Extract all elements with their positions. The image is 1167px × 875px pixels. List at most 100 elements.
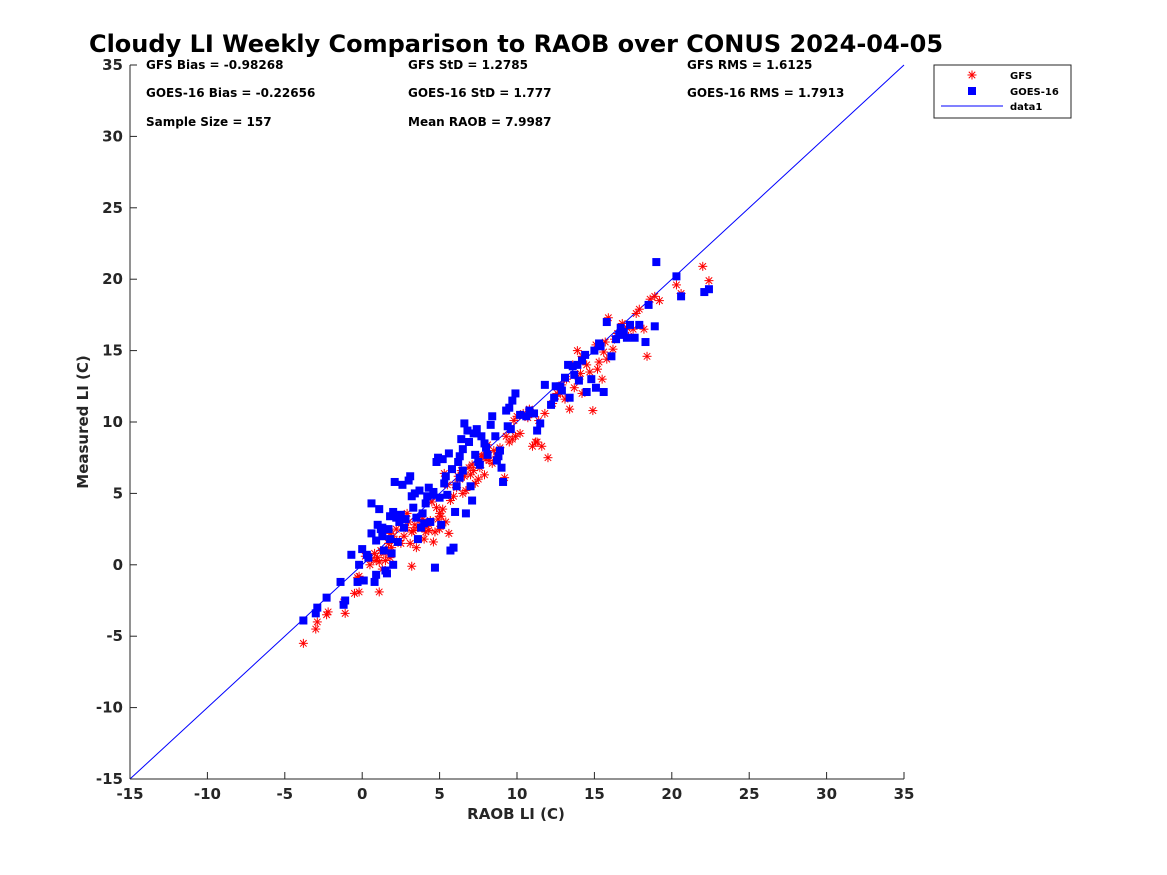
goes16-point xyxy=(477,432,486,441)
goes16-point xyxy=(591,383,600,392)
stat-annotation: GOES-16 StD = 1.777 xyxy=(408,86,551,100)
gfs-point xyxy=(399,531,409,541)
goes16-point xyxy=(359,576,368,585)
goes16-point xyxy=(704,285,713,294)
goes16-point xyxy=(499,477,508,486)
legend-gfs-marker xyxy=(967,70,977,80)
goes16-point xyxy=(652,258,661,267)
goes16-point xyxy=(495,446,504,455)
goes16-point xyxy=(432,457,441,466)
goes16-point xyxy=(458,445,467,454)
y-tick-label: 0 xyxy=(113,556,123,574)
goes16-point xyxy=(505,403,514,412)
goes16-point xyxy=(522,412,531,421)
goes16-point xyxy=(417,523,426,532)
goes16-point xyxy=(581,350,590,359)
gfs-point xyxy=(405,538,415,548)
goes16-point xyxy=(355,560,364,569)
goes16-point xyxy=(311,609,320,618)
goes16-point xyxy=(375,505,384,514)
legend-items: GFS GOES-16 data1 xyxy=(941,70,1059,113)
goes16-point xyxy=(491,432,500,441)
gfs-point xyxy=(608,344,618,354)
goes16-point xyxy=(367,529,376,538)
goes16-point xyxy=(461,509,470,518)
gfs-point xyxy=(340,608,350,618)
goes16-point xyxy=(596,342,605,351)
goes16-point xyxy=(615,330,624,339)
gfs-point xyxy=(411,543,421,553)
goes16-point xyxy=(508,396,517,405)
gfs-point xyxy=(510,431,520,441)
gfs-point xyxy=(311,624,321,634)
chart-title: Cloudy LI Weekly Comparison to RAOB over… xyxy=(89,30,943,58)
x-tick-label: 5 xyxy=(434,785,444,803)
goes16-point xyxy=(516,410,525,419)
y-tick-label: 30 xyxy=(102,127,123,145)
stat-annotation: GOES-16 Bias = -0.22656 xyxy=(146,86,315,100)
goes16-point xyxy=(536,419,545,428)
goes16-point xyxy=(435,493,444,502)
stat-annotation: GFS RMS = 1.6125 xyxy=(687,58,812,72)
goes16-point xyxy=(423,492,432,501)
goes16-point xyxy=(452,482,461,491)
goes16-point xyxy=(392,513,401,522)
y-tick-label: 10 xyxy=(102,413,123,431)
goes16-point xyxy=(322,593,331,602)
stat-annotation: GOES-16 RMS = 1.7913 xyxy=(687,86,844,100)
goes16-point xyxy=(440,479,449,488)
y-tick-label: 35 xyxy=(102,56,123,74)
gfs-point xyxy=(374,587,384,597)
gfs-point xyxy=(588,406,598,416)
goes16-point xyxy=(410,489,419,498)
gfs-point xyxy=(569,383,579,393)
x-axis-label: RAOB LI (C) xyxy=(467,805,565,823)
goes16-point xyxy=(466,482,475,491)
goes16-point xyxy=(644,300,653,309)
goes16-point xyxy=(700,288,709,297)
gfs-point xyxy=(438,504,448,514)
gfs-point xyxy=(444,528,454,538)
goes16-point xyxy=(398,480,407,489)
goes16-point xyxy=(367,499,376,508)
data1-reference-line xyxy=(129,64,905,780)
goes16-point xyxy=(570,370,579,379)
goes16-point xyxy=(389,560,398,569)
goes16-point xyxy=(573,360,582,369)
gfs-point xyxy=(543,453,553,463)
axes: -15 -10 -5 0 5 10 15 20 25 30 35 -15 -10 -5 0 5 10 15 20 2… xyxy=(96,56,915,803)
goes16-point xyxy=(353,577,362,586)
goes16-point xyxy=(451,507,460,516)
goes16-point xyxy=(482,443,491,452)
goes16-point xyxy=(616,323,625,332)
goes16-point xyxy=(396,510,405,519)
goes16-point xyxy=(574,376,583,385)
gfs-point xyxy=(408,526,418,536)
goes16-point xyxy=(468,496,477,505)
gfs-point xyxy=(565,404,575,414)
gfs-point xyxy=(650,291,660,301)
goes16-point xyxy=(587,375,596,384)
goes16-point xyxy=(560,373,569,382)
goes16-point xyxy=(370,577,379,586)
gfs-point xyxy=(671,280,681,290)
goes16-point xyxy=(455,473,464,482)
gfs-point xyxy=(469,466,479,476)
stat-annotation: Mean RAOB = 7.9987 xyxy=(408,115,552,129)
gfs-point xyxy=(380,556,390,566)
goes16-point xyxy=(406,472,415,481)
x-tick-label: 25 xyxy=(739,785,760,803)
x-tick-label: 30 xyxy=(816,785,837,803)
gfs-point xyxy=(634,304,644,314)
goes16-point xyxy=(395,517,404,526)
gfs-point xyxy=(540,408,550,418)
y-tick-label: 20 xyxy=(102,270,123,288)
y-tick-label: -10 xyxy=(96,699,123,717)
goes16-point xyxy=(420,519,429,528)
goes16-point xyxy=(483,450,492,459)
x-ticks: -15 -10 -5 0 5 10 15 20 25 30 35 xyxy=(116,772,914,803)
gfs-point xyxy=(642,351,652,361)
legend-label: GOES-16 xyxy=(1010,87,1059,98)
goes16-point xyxy=(372,570,381,579)
goes16-point xyxy=(393,537,402,546)
